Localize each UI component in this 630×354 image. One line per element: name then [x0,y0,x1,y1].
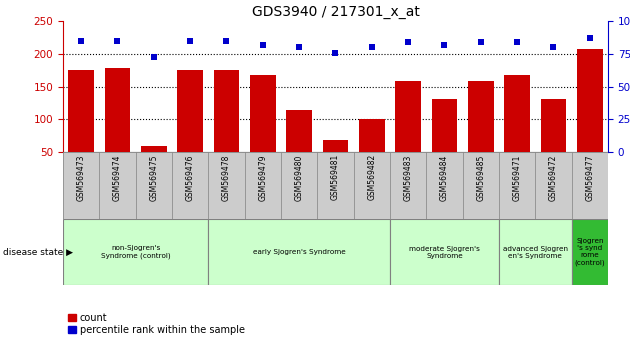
Bar [244,152,281,219]
Text: moderate Sjogren's
Syndrome: moderate Sjogren's Syndrome [409,246,480,259]
Point [367,45,377,50]
Text: disease state ▶: disease state ▶ [3,248,73,257]
Point [403,39,413,45]
Point [222,38,232,44]
Point [439,42,449,48]
Bar [69,70,94,185]
Point [294,45,304,50]
Text: GSM569479: GSM569479 [258,154,267,201]
Point [258,42,268,48]
Text: GSM569481: GSM569481 [331,154,340,200]
Bar [468,81,493,185]
Bar [318,152,353,219]
Point [112,38,122,44]
Legend: count, percentile rank within the sample: count, percentile rank within the sample [68,313,244,335]
Text: GSM569473: GSM569473 [77,154,86,201]
Bar [250,75,275,185]
Bar [427,152,462,219]
Bar [390,219,499,285]
Bar [281,152,318,219]
Text: GSM569476: GSM569476 [186,154,195,201]
Text: GSM569478: GSM569478 [222,154,231,201]
Bar [353,152,390,219]
Text: GSM569477: GSM569477 [585,154,594,201]
Point [76,38,86,44]
Point [585,35,595,41]
Bar [396,81,421,185]
Point [476,39,486,45]
Text: GSM569472: GSM569472 [549,154,558,201]
Text: GSM569480: GSM569480 [295,154,304,201]
Bar [505,75,530,185]
Text: GSM569482: GSM569482 [367,154,376,200]
Point [548,45,558,50]
Point [149,54,159,59]
Bar [499,219,571,285]
Text: early Sjogren's Syndrome: early Sjogren's Syndrome [253,249,345,255]
Text: GSM569484: GSM569484 [440,154,449,201]
Text: advanced Sjogren
en's Syndrome: advanced Sjogren en's Syndrome [503,246,568,259]
Title: GDS3940 / 217301_x_at: GDS3940 / 217301_x_at [251,5,420,19]
Bar [359,120,384,185]
Bar [214,70,239,185]
Text: GSM569483: GSM569483 [404,154,413,201]
Bar [571,219,608,285]
Text: non-Sjogren's
Syndrome (control): non-Sjogren's Syndrome (control) [101,245,171,259]
Bar [323,141,348,185]
Text: GSM569475: GSM569475 [149,154,158,201]
Bar [100,152,135,219]
Bar [63,219,209,285]
Text: GSM569474: GSM569474 [113,154,122,201]
Text: Sjogren
's synd
rome
(control): Sjogren 's synd rome (control) [575,239,605,266]
Bar [536,152,571,219]
Point [331,50,341,56]
Bar [432,98,457,185]
Bar [209,219,390,285]
Bar [209,152,244,219]
Bar [63,152,100,219]
Bar [577,49,602,185]
Bar [287,110,312,185]
Bar [135,152,172,219]
Bar [499,152,536,219]
Bar [105,68,130,185]
Bar [172,152,209,219]
Text: GSM569485: GSM569485 [476,154,485,201]
Bar [141,146,166,185]
Text: GSM569471: GSM569471 [513,154,522,201]
Bar [390,152,427,219]
Bar [541,98,566,185]
Point [512,39,522,45]
Point [185,38,195,44]
Bar [462,152,499,219]
Bar [571,152,608,219]
Bar [178,70,203,185]
